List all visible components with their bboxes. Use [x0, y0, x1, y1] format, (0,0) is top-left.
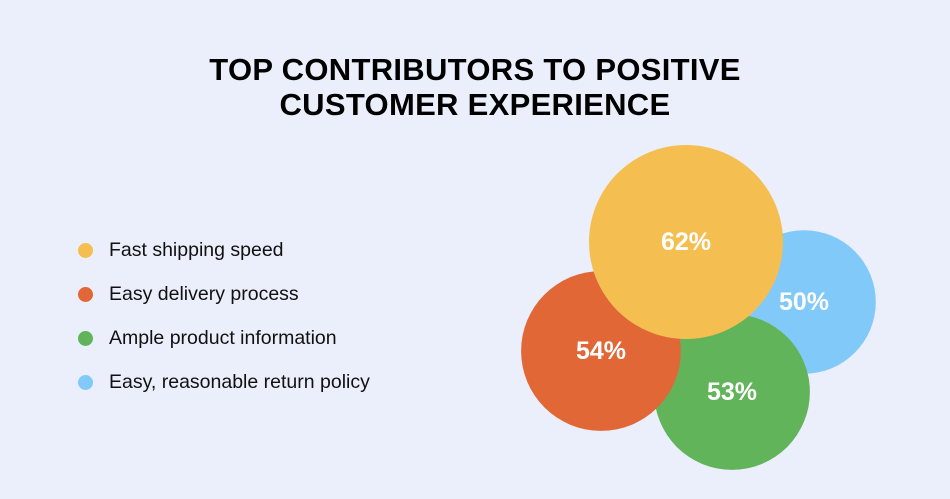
legend-dot: [78, 242, 93, 258]
title-line-2: CUSTOMER EXPERIENCE: [279, 87, 671, 122]
legend-label: Easy, reasonable return policy: [109, 370, 370, 393]
legend: Fast shipping speed Easy delivery proces…: [78, 228, 370, 404]
bubble-label: 54%: [576, 337, 626, 365]
legend-dot: [78, 286, 93, 302]
legend-item: Ample product information: [78, 316, 370, 360]
bubble: [654, 314, 810, 470]
legend-item: Fast shipping speed: [78, 228, 370, 272]
legend-label: Ample product information: [109, 326, 337, 349]
legend-item: Easy delivery process: [78, 272, 370, 316]
chart-title: TOP CONTRIBUTORS TO POSITIVE CUSTOMER EX…: [0, 52, 950, 122]
legend-dot: [78, 374, 93, 390]
bubble-label: 62%: [661, 228, 711, 256]
bubble: [589, 145, 783, 339]
legend-label: Fast shipping speed: [109, 238, 284, 261]
legend-label: Easy delivery process: [109, 282, 299, 305]
bubble-label: 53%: [707, 378, 757, 406]
legend-dot: [78, 330, 93, 346]
title-line-1: TOP CONTRIBUTORS TO POSITIVE: [209, 52, 741, 87]
legend-item: Easy, reasonable return policy: [78, 360, 370, 404]
bubble-label: 50%: [779, 288, 829, 316]
